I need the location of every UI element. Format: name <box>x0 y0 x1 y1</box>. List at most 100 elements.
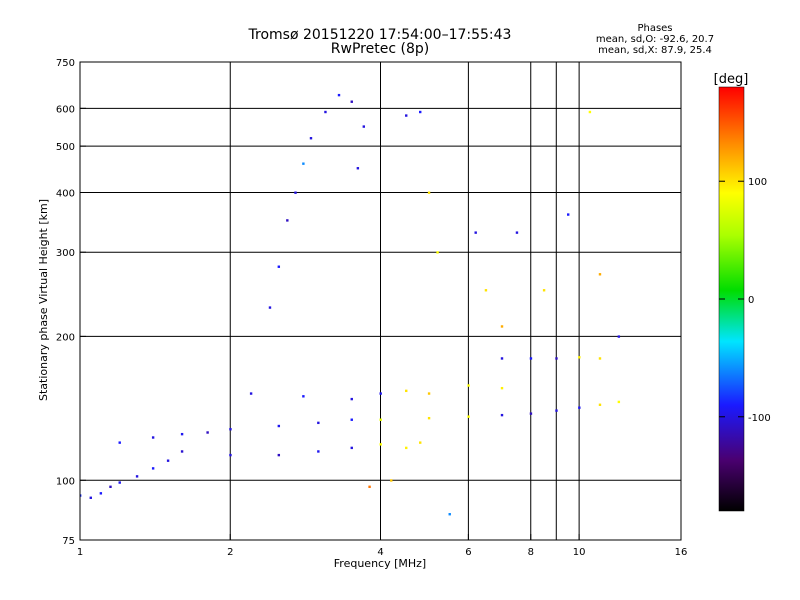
echo-point <box>350 446 353 450</box>
echo-point <box>277 265 281 268</box>
grid-lines <box>80 62 681 540</box>
echo-point <box>529 357 533 360</box>
echo-point <box>419 441 422 444</box>
echo-point <box>617 335 621 338</box>
echo-point <box>229 453 232 457</box>
y-tick-label: 300 <box>56 248 75 259</box>
x-axis-ticks: 1 2 4 6 8 10 16 <box>77 534 688 558</box>
phases-o-mode: mean, sd,O: -92.6, 20.7 <box>595 34 715 45</box>
echo-point <box>578 356 581 359</box>
y-axis-label: Stationary phase Virtual Height [km] <box>37 199 50 401</box>
echo-point <box>317 450 320 453</box>
echo-point <box>598 403 602 406</box>
x-tick-label: 8 <box>528 547 534 558</box>
echo-point <box>277 453 281 457</box>
echo-point <box>405 446 408 450</box>
echo-point <box>206 431 209 434</box>
echo-point <box>542 289 546 292</box>
y-tick-label: 200 <box>56 332 75 343</box>
echo-point <box>448 513 451 516</box>
y-tick-label: 75 <box>62 536 75 547</box>
echo-point <box>324 110 327 114</box>
echo-point <box>337 93 341 97</box>
echo-point <box>302 162 305 165</box>
echo-point <box>515 231 519 234</box>
echo-point <box>379 392 382 395</box>
echo-point <box>135 475 139 478</box>
y-tick-label: 750 <box>56 58 75 69</box>
echo-point <box>467 384 470 387</box>
echo-point <box>500 386 504 390</box>
echo-point <box>350 418 353 421</box>
echo-point <box>356 167 360 170</box>
echo-point <box>555 409 558 412</box>
echo-point <box>99 492 103 495</box>
echo-point <box>427 416 431 420</box>
echo-point <box>229 428 232 431</box>
y-tick-label: 600 <box>56 104 75 115</box>
echo-point <box>151 436 155 439</box>
echo-point <box>180 450 184 453</box>
echo-point <box>500 325 504 328</box>
echo-point <box>118 441 121 444</box>
echo-point <box>268 306 272 309</box>
echo-point <box>362 125 366 128</box>
echo-point <box>567 213 570 216</box>
echo-point <box>89 496 92 499</box>
colorbar-tick-label: -100 <box>748 413 771 424</box>
colorbar-label: [deg] <box>714 72 749 87</box>
echo-point <box>350 100 353 103</box>
y-tick-label: 400 <box>56 188 75 199</box>
echo-point <box>427 191 431 194</box>
echo-point <box>436 251 439 254</box>
scatter-points <box>80 93 621 516</box>
echo-point <box>555 357 558 360</box>
echo-point <box>588 110 592 114</box>
echo-point <box>286 219 289 222</box>
echo-point <box>467 415 470 418</box>
x-tick-label: 10 <box>573 547 586 558</box>
y-axis-ticks: 75 100 200 300 400 500 600 750 <box>56 58 86 547</box>
echo-point <box>529 412 533 415</box>
x-tick-label: 6 <box>465 547 471 558</box>
echo-point <box>277 424 281 428</box>
echo-point <box>368 485 371 489</box>
echo-point <box>405 389 408 393</box>
echo-point <box>151 467 155 470</box>
echo-point <box>294 191 297 194</box>
echo-point <box>80 494 82 497</box>
echo-point <box>309 137 313 140</box>
x-tick-label: 1 <box>77 547 83 558</box>
echo-point <box>317 421 320 425</box>
phases-x-mode: mean, sd,X: 87.9, 25.4 <box>598 45 712 56</box>
x-axis-label: Frequency [MHz] <box>334 557 426 570</box>
colorbar-tick-label: 0 <box>748 295 754 306</box>
chart-subtitle: RwPretec (8p) <box>330 41 430 57</box>
echo-point <box>249 392 253 395</box>
x-tick-label: 16 <box>675 547 688 558</box>
echo-point <box>405 114 408 117</box>
echo-point <box>379 443 382 446</box>
echo-point <box>598 273 602 276</box>
echo-point <box>166 459 170 462</box>
colorbar-ticks: 100 0 -100 <box>719 177 771 424</box>
phases-header: Phases <box>637 23 673 34</box>
echo-point <box>390 479 393 482</box>
echo-point <box>500 357 504 360</box>
echo-point <box>419 110 422 114</box>
echo-point <box>500 413 504 417</box>
chart-title: Tromsø 20151220 17:54:00–17:55:43 <box>248 27 512 43</box>
echo-point <box>109 485 112 489</box>
echo-point <box>118 481 121 484</box>
echo-point <box>484 289 488 292</box>
echo-point <box>427 392 431 395</box>
x-tick-label: 2 <box>227 547 233 558</box>
x-tick-label: 4 <box>377 547 383 558</box>
echo-point <box>474 231 477 234</box>
echo-point <box>180 432 184 436</box>
echo-point <box>302 395 305 398</box>
colorbar-tick-label: 100 <box>748 177 767 188</box>
echo-point <box>617 400 621 404</box>
